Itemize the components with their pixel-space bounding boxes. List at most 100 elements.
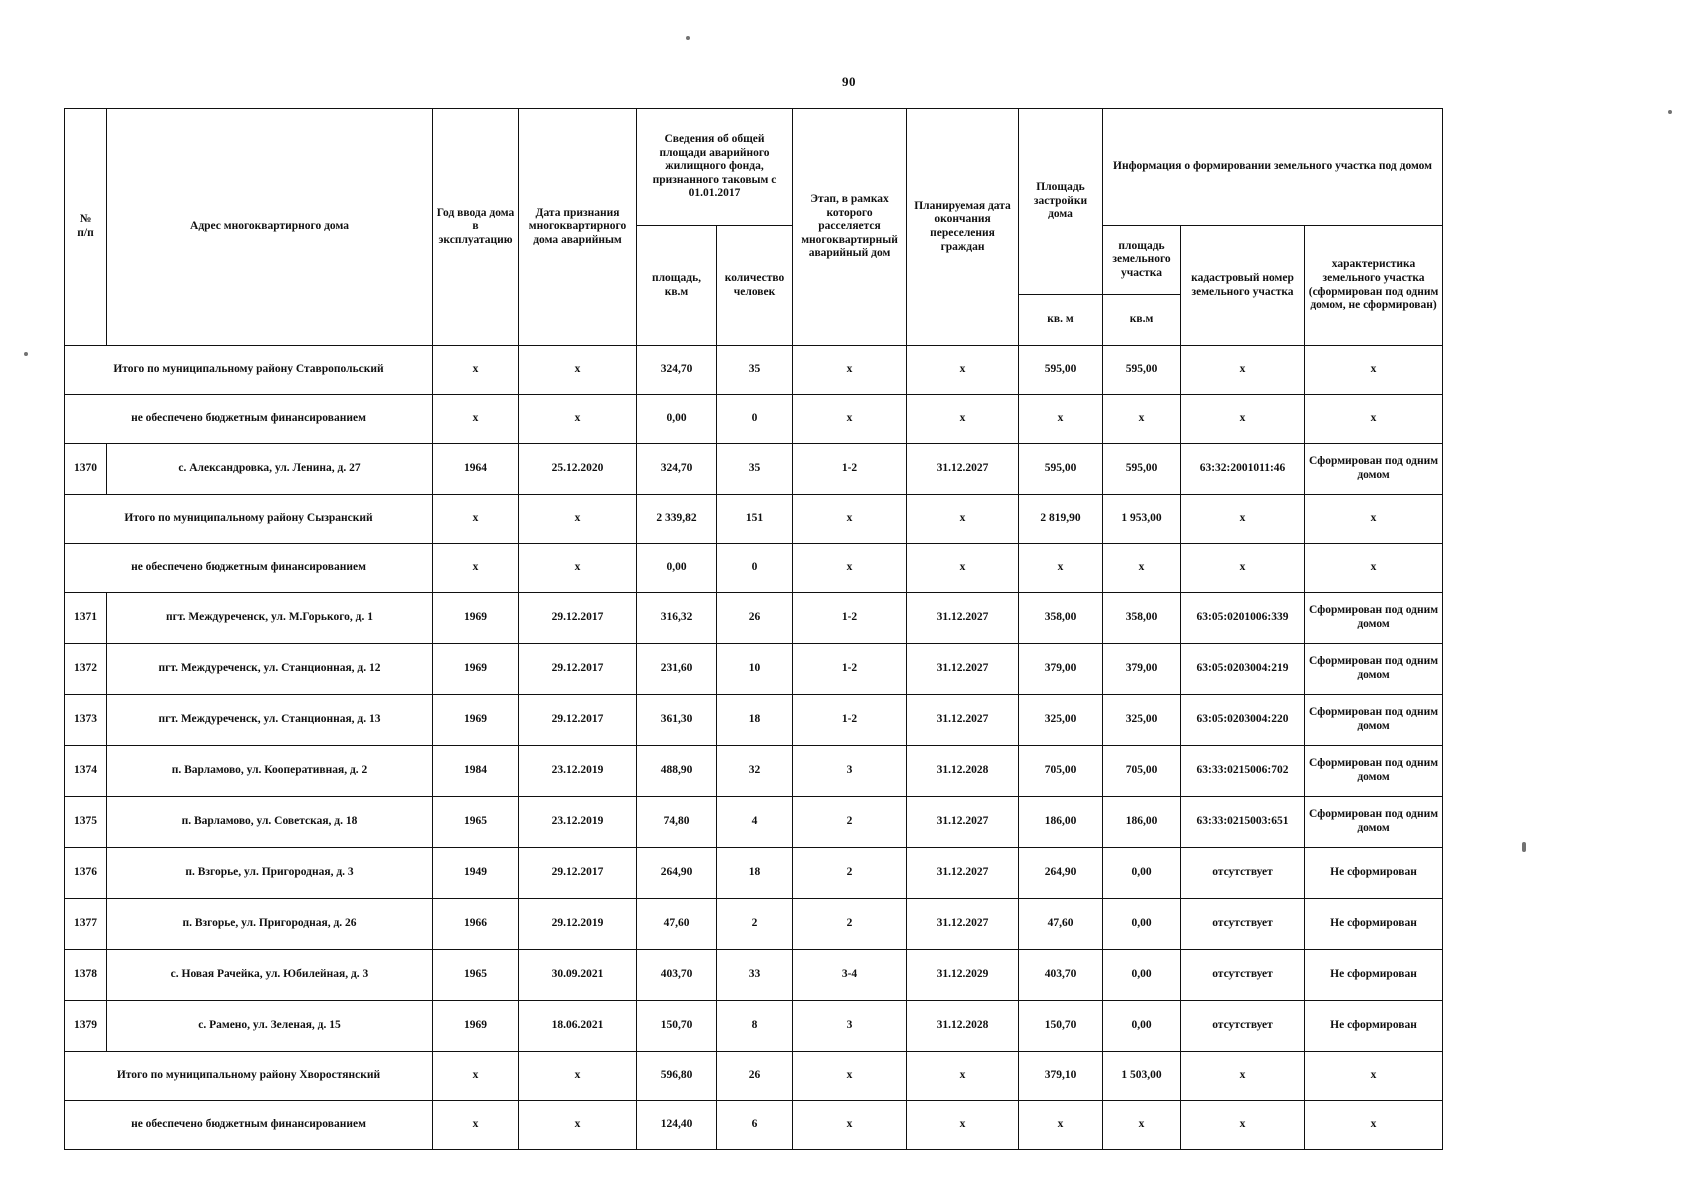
row-building-area: 379,00 (1018, 643, 1104, 695)
row-area: 231,60 (636, 643, 717, 695)
row-characteristic: Сформирован под одним домом (1304, 694, 1444, 746)
row-land-area: 705,00 (1102, 745, 1182, 797)
row-building-area: 379,10 (1018, 1051, 1104, 1101)
row-recognition-date: 29.12.2019 (518, 898, 637, 950)
row-recognition-date: x (518, 394, 637, 444)
row-people: 0 (715, 394, 794, 444)
row-planned-date: x (906, 394, 1020, 444)
row-building-area: x (1018, 543, 1104, 593)
row-year: x (432, 345, 519, 395)
row-building-area: x (1018, 394, 1104, 444)
row-building-area: x (1018, 1100, 1104, 1150)
row-characteristic: x (1304, 1100, 1444, 1150)
row-cadastral-number: x (1180, 394, 1306, 444)
header-building-area-unit: кв. м (1018, 294, 1104, 346)
row-planned-date: x (906, 494, 1020, 544)
row-planned-date: x (906, 345, 1020, 395)
row-planned-date: x (906, 543, 1020, 593)
row-people: 6 (715, 1100, 794, 1150)
row-cadastral-number: 63:32:2001011:46 (1180, 443, 1306, 495)
row-stage: 3-4 (792, 949, 908, 1001)
row-people: 151 (715, 494, 794, 544)
row-year: 1964 (432, 443, 519, 495)
row-stage: 3 (792, 1000, 908, 1052)
row-address: п. Варламово, ул. Кооперативная, д. 2 (106, 745, 433, 797)
row-people: 2 (715, 898, 794, 950)
table-sheet: № п/п Адрес многоквартирного дома Год вв… (64, 108, 1444, 1150)
row-stage: x (792, 543, 908, 593)
row-stage: 1-2 (792, 643, 908, 695)
header-no: № п/п (64, 108, 107, 346)
row-no: 1372 (64, 643, 107, 695)
row-no: 1373 (64, 694, 107, 746)
row-address: пгт. Междуреченск, ул. Станционная, д. 1… (106, 643, 433, 695)
aварийные-дома-table: № п/п Адрес многоквартирного дома Год вв… (64, 108, 1444, 1150)
row-planned-date: 31.12.2027 (906, 643, 1020, 695)
row-address: с. Рамено, ул. Зеленая, д. 15 (106, 1000, 433, 1052)
row-land-area: 1 953,00 (1102, 494, 1182, 544)
row-land-area: 379,00 (1102, 643, 1182, 695)
row-cadastral-number: отсутствует (1180, 1000, 1306, 1052)
table-row: Итого по муниципальному району Ставропол… (64, 345, 1444, 395)
row-building-area: 186,00 (1018, 796, 1104, 848)
row-recognition-date: 23.12.2019 (518, 745, 637, 797)
row-planned-date: 31.12.2027 (906, 796, 1020, 848)
row-people: 10 (715, 643, 794, 695)
row-area: 488,90 (636, 745, 717, 797)
row-group-label: не обеспечено бюджетным финансированием (64, 394, 433, 444)
row-no: 1379 (64, 1000, 107, 1052)
row-year: 1949 (432, 847, 519, 899)
row-land-area: 186,00 (1102, 796, 1182, 848)
row-people: 32 (715, 745, 794, 797)
row-cadastral-number: отсутствует (1180, 898, 1306, 950)
scan-speck (686, 36, 690, 40)
row-people: 4 (715, 796, 794, 848)
row-year: x (432, 543, 519, 593)
table-header: № п/п Адрес многоквартирного дома Год вв… (64, 108, 1444, 346)
row-characteristic: x (1304, 394, 1444, 444)
row-year: 1965 (432, 949, 519, 1001)
row-building-area: 150,70 (1018, 1000, 1104, 1052)
row-stage: 2 (792, 847, 908, 899)
row-no: 1377 (64, 898, 107, 950)
row-cadastral-number: x (1180, 1100, 1306, 1150)
row-year: 1984 (432, 745, 519, 797)
scan-speck (24, 352, 28, 356)
row-area: 150,70 (636, 1000, 717, 1052)
table-row: 1379 с. Рамено, ул. Зеленая, д. 15 1969 18.… (64, 1000, 1444, 1052)
header-year: Год ввода дома в эксплуатацию (432, 108, 519, 346)
row-characteristic: Сформирован под одним домом (1304, 745, 1444, 797)
row-building-area: 595,00 (1018, 345, 1104, 395)
row-building-area: 47,60 (1018, 898, 1104, 950)
row-address: п. Взгорье, ул. Пригородная, д. 26 (106, 898, 433, 950)
row-cadastral-number: 63:05:0203004:220 (1180, 694, 1306, 746)
row-land-area: 595,00 (1102, 345, 1182, 395)
row-land-area: x (1102, 1100, 1182, 1150)
row-land-area: 358,00 (1102, 592, 1182, 644)
row-land-area: 1 503,00 (1102, 1051, 1182, 1101)
row-address: пгт. Междуреченск, ул. Станционная, д. 1… (106, 694, 433, 746)
scan-speck (1668, 110, 1672, 114)
row-year: x (432, 394, 519, 444)
row-planned-date: 31.12.2027 (906, 847, 1020, 899)
row-year: 1965 (432, 796, 519, 848)
row-year: 1969 (432, 1000, 519, 1052)
row-area: 47,60 (636, 898, 717, 950)
row-people: 18 (715, 694, 794, 746)
row-no: 1375 (64, 796, 107, 848)
row-land-area: x (1102, 543, 1182, 593)
row-cadastral-number: x (1180, 494, 1306, 544)
row-building-area: 595,00 (1018, 443, 1104, 495)
row-area: 264,90 (636, 847, 717, 899)
row-address: пгт. Междуреченск, ул. М.Горького, д. 1 (106, 592, 433, 644)
table-row: Итого по муниципальному району Хворостян… (64, 1051, 1444, 1101)
row-land-area: 325,00 (1102, 694, 1182, 746)
table-row: 1376 п. Взгорье, ул. Пригородная, д. 3 194… (64, 847, 1444, 899)
header-stage: Этап, в рамках которого расселяется мног… (792, 108, 908, 346)
row-people: 26 (715, 1051, 794, 1101)
table-row: 1374 п. Варламово, ул. Кооперативная, д. … (64, 745, 1444, 797)
header-address: Адрес многоквартирного дома (106, 108, 433, 346)
header-building-area: Площадь застройки дома (1018, 108, 1104, 295)
row-area: 324,70 (636, 443, 717, 495)
